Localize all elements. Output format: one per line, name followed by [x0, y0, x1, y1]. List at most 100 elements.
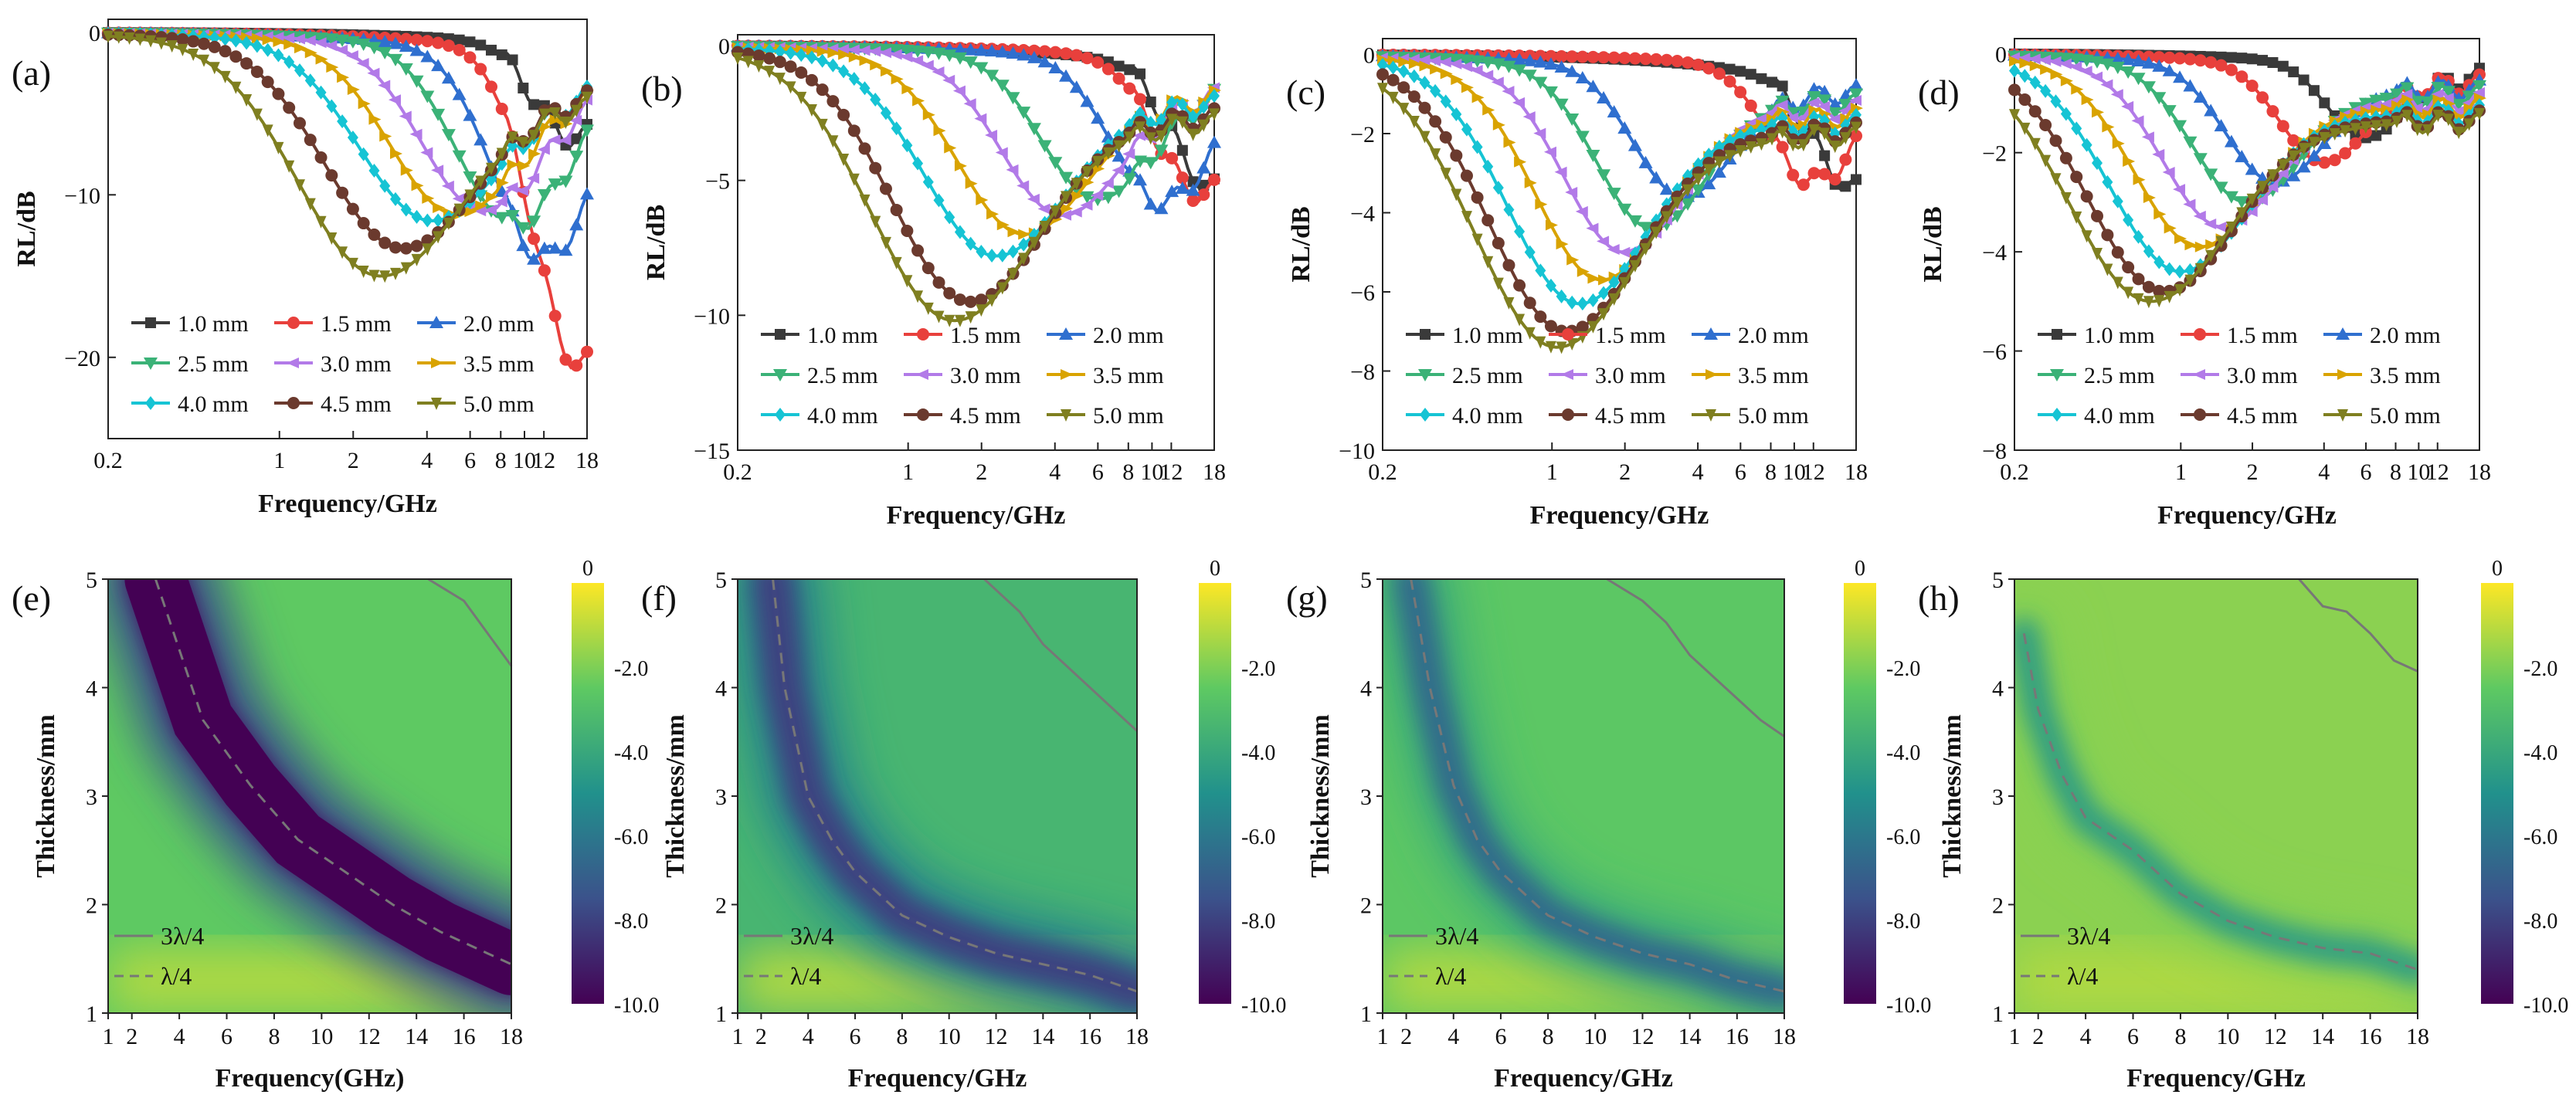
- legend-label: 2.5 mm: [178, 351, 249, 377]
- data-point: [2009, 56, 2021, 67]
- data-point: [2453, 127, 2465, 140]
- x-tick-label: 0.2: [2000, 459, 2029, 485]
- plot-frame: [107, 19, 588, 439]
- data-point: [484, 204, 497, 215]
- colorbar-tick-label: -4.0: [614, 741, 648, 765]
- data-point: [1430, 83, 1441, 98]
- data-point: [2319, 131, 2330, 144]
- data-point: [367, 67, 380, 79]
- data-point: [880, 236, 891, 249]
- data-point: [538, 264, 551, 277]
- data-point: [848, 51, 861, 63]
- y-tick-label: −6: [1982, 340, 2007, 365]
- data-point: [1143, 197, 1158, 210]
- data-point: [2277, 159, 2289, 172]
- data-point: [1101, 178, 1114, 189]
- legend: 1.0 mm 1.5 mm 2.0 mm 2.5 mm 3.0 mm 3.5 mm 4.0 …: [131, 311, 535, 417]
- data-point: [1523, 297, 1536, 310]
- data-point: [912, 290, 924, 303]
- data-point: [1797, 139, 1809, 152]
- data-point: [1597, 169, 1611, 182]
- data-point: [1018, 229, 1031, 240]
- data-point: [326, 232, 338, 246]
- data-point: [1007, 268, 1019, 281]
- data-point: [528, 99, 540, 110]
- data-point: [1597, 90, 1611, 103]
- data-point: [1524, 327, 1536, 340]
- data-point: [155, 37, 167, 50]
- data-point: [1575, 205, 1588, 217]
- data-point: [433, 231, 444, 244]
- legend-marker: [2050, 369, 2064, 381]
- data-point: [2431, 89, 2444, 100]
- data-point: [764, 66, 776, 79]
- data-point: [1828, 114, 1841, 125]
- data-point: [518, 160, 531, 171]
- data-point: [1745, 141, 1756, 154]
- y-tick-label: −2: [1350, 122, 1375, 147]
- data-point: [537, 144, 550, 155]
- data-point: [1398, 64, 1410, 79]
- data-point: [1492, 181, 1504, 195]
- data-point: [2340, 125, 2351, 138]
- data-point: [2431, 82, 2445, 95]
- data-point: [537, 188, 552, 202]
- y-tick-label: 4: [715, 676, 727, 702]
- panel-label: (e): [12, 578, 51, 618]
- data-point: [507, 54, 518, 66]
- data-point: [921, 46, 935, 59]
- data-point: [485, 80, 497, 93]
- data-point: [1850, 130, 1862, 143]
- data-point: [1048, 60, 1063, 73]
- data-point: [411, 180, 424, 191]
- data-point: [2153, 255, 2165, 269]
- data-point: [1037, 55, 1052, 68]
- data-point: [1092, 156, 1104, 169]
- x-tick-label: 8: [1122, 459, 1134, 485]
- data-point: [422, 192, 435, 204]
- data-point: [1492, 236, 1505, 249]
- data-point: [1134, 93, 1147, 106]
- data-point: [2235, 196, 2249, 209]
- data-point: [2162, 167, 2175, 178]
- data-point: [1576, 320, 1589, 334]
- data-point: [378, 236, 392, 249]
- data-point: [932, 276, 945, 289]
- legend-label: 1.0 mm: [178, 311, 249, 337]
- x-tick-label: 6: [850, 1024, 861, 1049]
- legend-label-quarter: λ/4: [2067, 962, 2098, 990]
- data-point: [368, 228, 381, 241]
- legend-label-quarter: λ/4: [161, 962, 192, 990]
- data-point: [2123, 212, 2134, 227]
- x-tick-label: 10: [513, 448, 536, 473]
- data-point: [912, 95, 925, 107]
- colorbar-gradient: [1199, 583, 1231, 1004]
- data-point: [826, 95, 840, 108]
- data-point: [1817, 84, 1832, 97]
- legend-marker: [2052, 329, 2062, 340]
- data-point: [942, 49, 957, 63]
- legend-label: 3.0 mm: [1595, 363, 1666, 388]
- three-quarter-wave-line: [1606, 578, 1785, 737]
- data-point: [2224, 134, 2238, 147]
- series-line: [737, 47, 1216, 258]
- data-point: [2048, 56, 2062, 67]
- y-tick-label: 0: [1363, 43, 1375, 69]
- data-point: [2141, 56, 2156, 69]
- data-point: [1123, 82, 1136, 95]
- data-point: [262, 34, 275, 46]
- x-tick-label: 8: [2174, 1024, 2186, 1049]
- data-point: [1597, 236, 1610, 247]
- data-point: [2463, 118, 2475, 131]
- data-point: [2111, 246, 2124, 259]
- colorbar-tick-label: -2.0: [614, 657, 648, 681]
- data-point: [995, 80, 1010, 93]
- data-point: [1851, 174, 1862, 185]
- data-point: [1682, 56, 1695, 69]
- data-point: [1735, 66, 1746, 77]
- data-point: [2142, 280, 2155, 293]
- data-point: [261, 76, 274, 89]
- data-point: [2058, 58, 2072, 69]
- data-point: [379, 178, 391, 193]
